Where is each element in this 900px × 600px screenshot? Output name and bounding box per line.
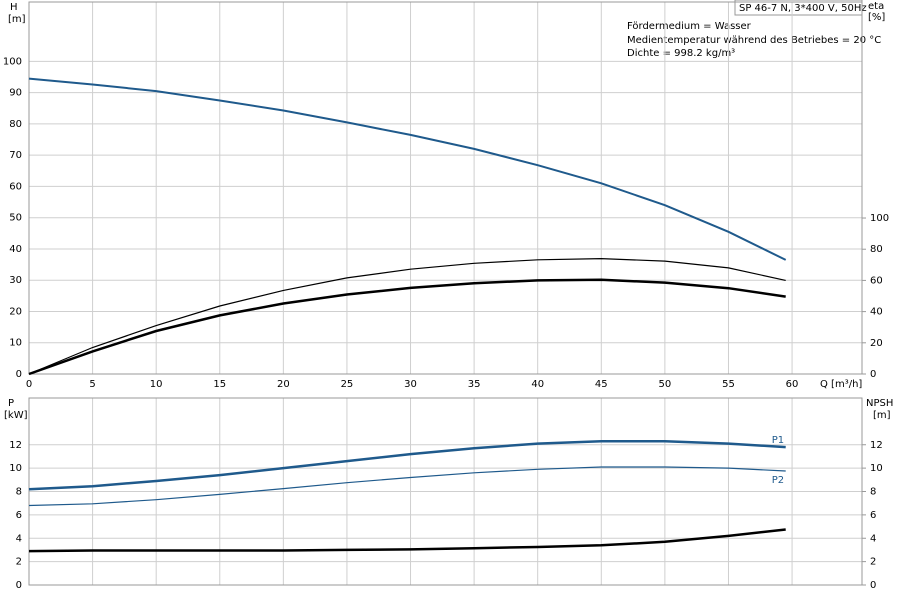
x-tick-label: 45 (595, 379, 608, 390)
plot-frame (28, 397, 863, 586)
y-tick-label: 20 (9, 306, 22, 317)
y-tick-label: 0 (16, 580, 22, 591)
y-tick-label: 30 (9, 275, 22, 286)
y2-tick-label: 6 (870, 510, 876, 521)
x-tick-label: 0 (26, 379, 32, 390)
y2-tick-label: 10 (870, 463, 883, 474)
x-tick-label: 30 (404, 379, 417, 390)
series-label: P2 (772, 475, 784, 486)
y2-axis-unit: [%] (868, 12, 885, 23)
y2-tick-label: 80 (870, 244, 883, 255)
y-axis-unit: [kW] (4, 410, 28, 421)
y-tick-label: 4 (16, 533, 22, 544)
x-tick-label: 60 (786, 379, 799, 390)
plot-frame (28, 1, 863, 375)
x-tick-label: 5 (89, 379, 95, 390)
series-label: P1 (772, 435, 784, 446)
y2-tick-label: 100 (870, 213, 889, 224)
y-axis-label: P (8, 398, 14, 409)
y-tick-label: 80 (9, 119, 22, 130)
x-tick-label: 40 (531, 379, 544, 390)
series-line (28, 278, 786, 376)
chart-title: SP 46-7 N, 3*400 V, 50Hz (739, 3, 867, 14)
x-tick-label: 25 (341, 379, 354, 390)
y-tick-label: 70 (9, 150, 22, 161)
y2-tick-label: 0 (870, 580, 876, 591)
y-tick-label: 6 (16, 510, 22, 521)
x-tick-label: 10 (150, 379, 163, 390)
y-tick-label: 60 (9, 181, 22, 192)
y-tick-label: 8 (16, 487, 22, 498)
series-line (28, 528, 786, 553)
y-tick-label: 50 (9, 213, 22, 224)
y-tick-label: 10 (9, 338, 22, 349)
x-tick-label: 20 (277, 379, 290, 390)
x-tick-label: 50 (659, 379, 672, 390)
y2-tick-label: 20 (870, 338, 883, 349)
series-line (28, 439, 786, 491)
y-tick-label: 90 (9, 88, 22, 99)
y2-tick-label: 0 (870, 369, 876, 380)
y2-tick-label: 4 (870, 533, 876, 544)
y2-tick-label: 8 (870, 487, 876, 498)
note: Dichte = 998.2 kg/m³ (627, 48, 735, 59)
x-tick-label: 55 (722, 379, 735, 390)
y-tick-label: 100 (3, 56, 22, 67)
series-line (28, 77, 787, 261)
note: Medientemperatur während des Betriebes =… (627, 35, 881, 46)
x-axis-label: Q [m³/h] (820, 379, 862, 390)
y2-tick-label: 60 (870, 275, 883, 286)
x-tick-label: 35 (468, 379, 481, 390)
y-tick-label: 2 (16, 557, 22, 568)
y2-axis-unit: [m] (873, 410, 891, 421)
y2-tick-label: 2 (870, 557, 876, 568)
y-axis-label: H (10, 2, 18, 13)
y-axis-unit: [m] (8, 14, 26, 25)
series-line (28, 466, 786, 507)
y-tick-label: 10 (9, 463, 22, 474)
note: Fördermedium = Wasser (627, 21, 752, 32)
y-tick-label: 40 (9, 244, 22, 255)
y-tick-label: 12 (9, 440, 22, 451)
series-line (28, 257, 786, 375)
y2-axis-label: eta (868, 1, 884, 12)
y2-tick-label: 40 (870, 307, 883, 318)
y2-tick-label: 12 (870, 440, 883, 451)
x-tick-label: 15 (213, 379, 226, 390)
y-tick-label: 0 (16, 369, 22, 380)
y2-axis-label: NPSH (866, 398, 893, 409)
